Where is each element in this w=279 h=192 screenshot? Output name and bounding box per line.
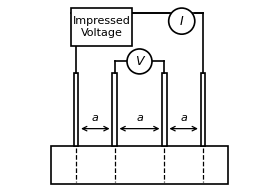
Bar [71, 8, 132, 46]
Circle shape [169, 8, 195, 34]
Text: a: a [92, 113, 99, 123]
Text: a: a [136, 113, 143, 123]
Text: Impressed
Voltage: Impressed Voltage [73, 16, 131, 38]
Bar [74, 73, 78, 146]
Bar [112, 73, 117, 146]
Bar [162, 73, 167, 146]
Bar [51, 146, 228, 184]
Circle shape [127, 49, 152, 74]
Text: a: a [180, 113, 187, 123]
Text: V: V [135, 55, 144, 68]
Bar [201, 73, 205, 146]
Text: I: I [180, 15, 184, 28]
